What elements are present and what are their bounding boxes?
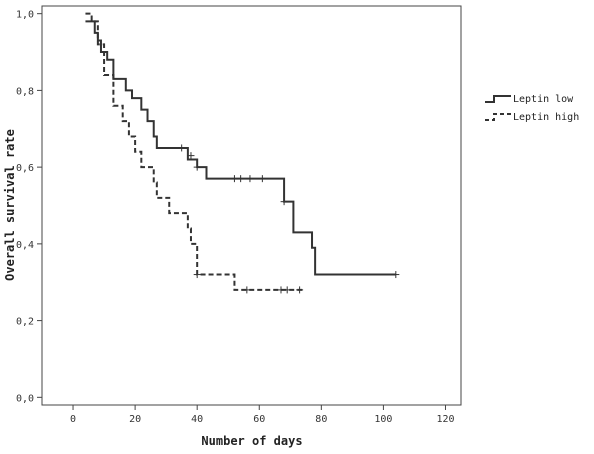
series-line-leptin-high [85, 12, 303, 291]
x-tick-label: 80 [315, 414, 327, 425]
censor-mark [258, 175, 266, 183]
censor-mark [283, 286, 291, 294]
x-axis-ticks: 0 20 40 60 80 100 120 [70, 405, 455, 425]
y-axis-label: Overall survival rate [3, 129, 17, 281]
censor-mark [193, 163, 201, 171]
censor-mark [178, 144, 186, 152]
legend: Leptin low Leptin high [485, 94, 579, 123]
x-tick-label: 60 [253, 414, 265, 425]
censor-mark [246, 175, 254, 183]
censor-mark [230, 175, 238, 183]
x-tick-label: 100 [374, 414, 392, 425]
censor-mark [237, 175, 245, 183]
x-axis-label: Number of days [201, 434, 302, 448]
legend-label-leptin-low: Leptin low [513, 94, 574, 105]
legend-label-leptin-high: Leptin high [513, 112, 579, 123]
legend-swatch-leptin-high [485, 113, 511, 121]
y-tick-label: 1,0 [16, 10, 34, 21]
censor-mark [243, 286, 251, 294]
legend-swatch-leptin-low [485, 95, 511, 103]
x-tick-label: 120 [436, 414, 454, 425]
censor-mark [277, 286, 285, 294]
x-tick-label: 0 [70, 414, 76, 425]
series-line-leptin-low [85, 20, 396, 276]
y-tick-label: 0,2 [16, 317, 34, 328]
y-axis-ticks: 0,0 0,2 0,4 0,6 0,8 1,0 [16, 10, 42, 404]
series-layer [85, 12, 400, 294]
censor-mark [280, 198, 288, 206]
plot-frame [41, 5, 462, 406]
censor-mark [193, 271, 201, 279]
y-tick-label: 0,0 [16, 393, 34, 404]
x-tick-label: 20 [129, 414, 141, 425]
y-tick-label: 0,8 [16, 86, 34, 97]
censor-mark [187, 152, 195, 160]
y-tick-label: 0,4 [16, 240, 34, 251]
y-tick-label: 0,6 [16, 163, 34, 174]
x-tick-label: 40 [191, 414, 203, 425]
censor-mark [296, 286, 304, 294]
censor-mark [392, 271, 400, 279]
